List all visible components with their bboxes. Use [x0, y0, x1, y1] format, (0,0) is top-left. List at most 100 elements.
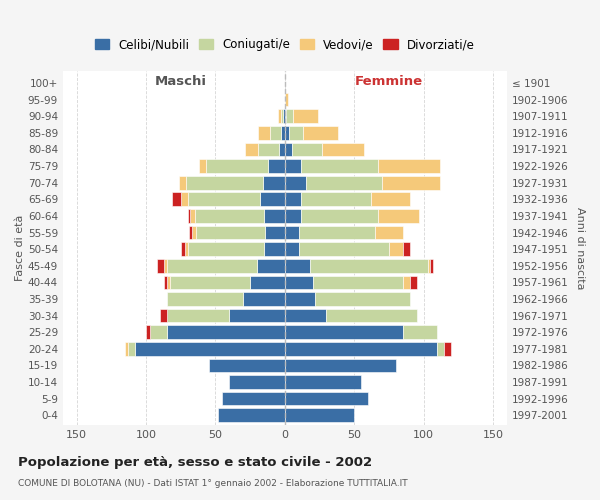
Bar [313, 276, 403, 289]
Bar [285, 392, 368, 406]
Bar [259, 126, 269, 140]
Bar [301, 192, 371, 206]
Bar [157, 259, 164, 272]
Y-axis label: Fasce di età: Fasce di età [15, 215, 25, 282]
Bar [179, 176, 187, 190]
Bar [285, 358, 396, 372]
Bar [188, 209, 190, 222]
Bar [285, 192, 301, 206]
Bar [190, 209, 194, 222]
Bar [206, 160, 268, 173]
Bar [299, 242, 389, 256]
Bar [403, 276, 410, 289]
Bar [167, 326, 285, 339]
Bar [229, 375, 285, 389]
Bar [268, 160, 285, 173]
Bar [322, 142, 364, 156]
Bar [269, 126, 281, 140]
Bar [292, 142, 322, 156]
Bar [403, 326, 437, 339]
Bar [299, 226, 375, 239]
Bar [160, 308, 167, 322]
Bar [128, 342, 135, 355]
Bar [285, 142, 292, 156]
Y-axis label: Anni di nascita: Anni di nascita [575, 207, 585, 290]
Bar [164, 276, 167, 289]
Bar [437, 342, 445, 355]
Bar [188, 242, 264, 256]
Bar [310, 259, 428, 272]
Bar [285, 176, 305, 190]
Bar [167, 259, 257, 272]
Bar [243, 292, 285, 306]
Bar [286, 110, 293, 123]
Bar [293, 110, 318, 123]
Bar [135, 342, 285, 355]
Bar [245, 142, 259, 156]
Bar [316, 292, 410, 306]
Bar [285, 326, 403, 339]
Bar [259, 142, 279, 156]
Bar [326, 308, 416, 322]
Bar [285, 375, 361, 389]
Bar [301, 160, 378, 173]
Bar [285, 110, 286, 123]
Bar [164, 259, 167, 272]
Text: COMUNE DI BOLOTANA (NU) - Dati ISTAT 1° gennaio 2002 - Elaborazione TUTTITALIA.I: COMUNE DI BOLOTANA (NU) - Dati ISTAT 1° … [18, 479, 407, 488]
Bar [279, 142, 285, 156]
Bar [196, 226, 265, 239]
Bar [263, 176, 285, 190]
Bar [172, 192, 181, 206]
Bar [403, 242, 410, 256]
Bar [187, 176, 263, 190]
Bar [375, 226, 403, 239]
Bar [281, 110, 283, 123]
Bar [285, 292, 316, 306]
Bar [192, 226, 196, 239]
Bar [289, 126, 303, 140]
Bar [378, 209, 419, 222]
Bar [223, 392, 285, 406]
Bar [285, 126, 289, 140]
Bar [264, 242, 285, 256]
Bar [250, 276, 285, 289]
Bar [285, 308, 326, 322]
Bar [283, 110, 285, 123]
Bar [257, 259, 285, 272]
Bar [285, 209, 301, 222]
Bar [285, 93, 287, 106]
Text: Popolazione per età, sesso e stato civile - 2002: Popolazione per età, sesso e stato civil… [18, 456, 372, 469]
Bar [265, 226, 285, 239]
Bar [389, 242, 403, 256]
Bar [428, 259, 430, 272]
Bar [278, 110, 281, 123]
Bar [209, 358, 285, 372]
Legend: Celibi/Nubili, Coniugati/e, Vedovi/e, Divorziati/e: Celibi/Nubili, Coniugati/e, Vedovi/e, Di… [95, 38, 475, 52]
Bar [301, 209, 378, 222]
Bar [185, 242, 188, 256]
Bar [303, 126, 338, 140]
Bar [194, 209, 264, 222]
Bar [229, 308, 285, 322]
Bar [285, 342, 437, 355]
Bar [410, 276, 416, 289]
Bar [281, 126, 285, 140]
Bar [199, 160, 206, 173]
Bar [305, 176, 382, 190]
Bar [260, 192, 285, 206]
Bar [170, 276, 250, 289]
Bar [181, 192, 188, 206]
Bar [264, 209, 285, 222]
Bar [218, 408, 285, 422]
Text: Femmine: Femmine [355, 75, 423, 88]
Bar [382, 176, 440, 190]
Bar [378, 160, 440, 173]
Bar [445, 342, 451, 355]
Bar [430, 259, 433, 272]
Bar [285, 259, 310, 272]
Bar [125, 342, 128, 355]
Bar [167, 292, 243, 306]
Bar [285, 276, 313, 289]
Bar [150, 326, 167, 339]
Bar [285, 242, 299, 256]
